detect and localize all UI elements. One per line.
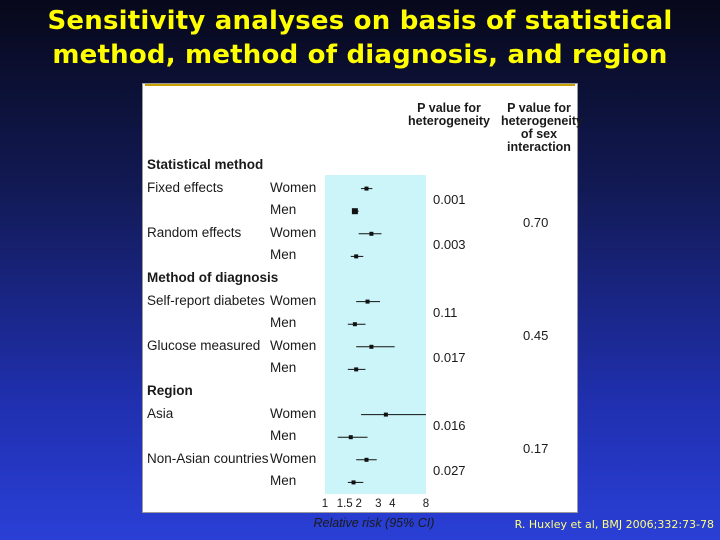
subgroup-label: Asia: [147, 405, 174, 421]
title-line-1: Sensitivity analyses on basis of statist…: [47, 6, 673, 36]
sex-label: Men: [270, 315, 297, 331]
title-line-2: method, method of diagnosis, and region: [52, 40, 668, 70]
subgroup-label: Non-Asian countries: [147, 450, 269, 466]
sex-label: Women: [270, 179, 317, 195]
forest-plot-panel: P value for heterogeneity P value for he…: [142, 83, 583, 530]
slide-title: Sensitivity analyses on basis of statist…: [0, 4, 720, 72]
heterogeneity-p-value: 0.11: [433, 304, 458, 320]
subgroup-label: Glucose measured: [147, 337, 261, 353]
group-heading: Statistical method: [147, 157, 264, 172]
plot-shaded-region: [325, 174, 426, 495]
point-estimate: [348, 435, 353, 440]
column-header-sex-interaction: P value for heterogeneity of sex interac…: [501, 101, 583, 154]
column-header-heterogeneity: P value for heterogeneity: [408, 101, 490, 128]
sex-interaction-p-value: 0.17: [523, 440, 549, 456]
point-estimate: [369, 231, 374, 236]
sex-label: Men: [270, 360, 297, 376]
x-tick-label: 8: [422, 498, 430, 511]
point-estimate: [365, 299, 370, 304]
point-estimate: [383, 412, 388, 417]
x-axis-label: Relative risk (95% CI): [313, 516, 435, 531]
panel-top-rule: [145, 84, 575, 86]
heterogeneity-p-value: 0.001: [433, 191, 466, 207]
citation: R. Huxley et al, BMJ 2006;332:73-78: [514, 518, 714, 531]
x-tick-label: 3: [375, 498, 382, 511]
heterogeneity-p-value: 0.017: [433, 350, 466, 366]
subgroup-label: Fixed effects: [147, 179, 224, 195]
sex-interaction-p-value: 0.45: [523, 327, 549, 343]
point-estimate: [364, 186, 369, 191]
x-tick-label: 1: [321, 498, 329, 511]
point-estimate: [354, 367, 359, 372]
heterogeneity-p-value: 0.016: [433, 417, 466, 433]
heterogeneity-p-value: 0.003: [433, 237, 466, 253]
sex-label: Women: [270, 292, 317, 308]
sex-label: Women: [270, 450, 317, 466]
sex-label: Women: [270, 337, 317, 353]
x-tick-label: 2: [355, 498, 362, 511]
group-heading: Method of diagnosis: [147, 270, 279, 285]
subgroup-label: Self-report diabetes: [147, 292, 265, 308]
sex-label: Men: [270, 428, 297, 444]
point-estimate: [351, 480, 356, 485]
heterogeneity-p-value: 0.027: [433, 463, 466, 479]
sex-label: Men: [270, 473, 297, 489]
sex-label: Men: [270, 202, 297, 218]
point-estimate: [352, 322, 357, 327]
sex-label: Women: [270, 224, 317, 240]
forest-plot-svg: [337, 186, 426, 485]
point-estimate: [354, 254, 359, 259]
sex-label: Men: [270, 247, 297, 263]
sex-label: Women: [270, 405, 317, 421]
point-estimate: [364, 457, 369, 462]
point-estimate: [351, 208, 358, 215]
group-heading: Region: [147, 383, 193, 398]
subgroup-label: Random effects: [147, 224, 242, 240]
point-estimate: [369, 344, 374, 349]
sex-interaction-p-value: 0.70: [523, 214, 549, 230]
x-tick-label: 4: [389, 498, 396, 511]
x-tick-label: 1.5: [336, 498, 353, 511]
